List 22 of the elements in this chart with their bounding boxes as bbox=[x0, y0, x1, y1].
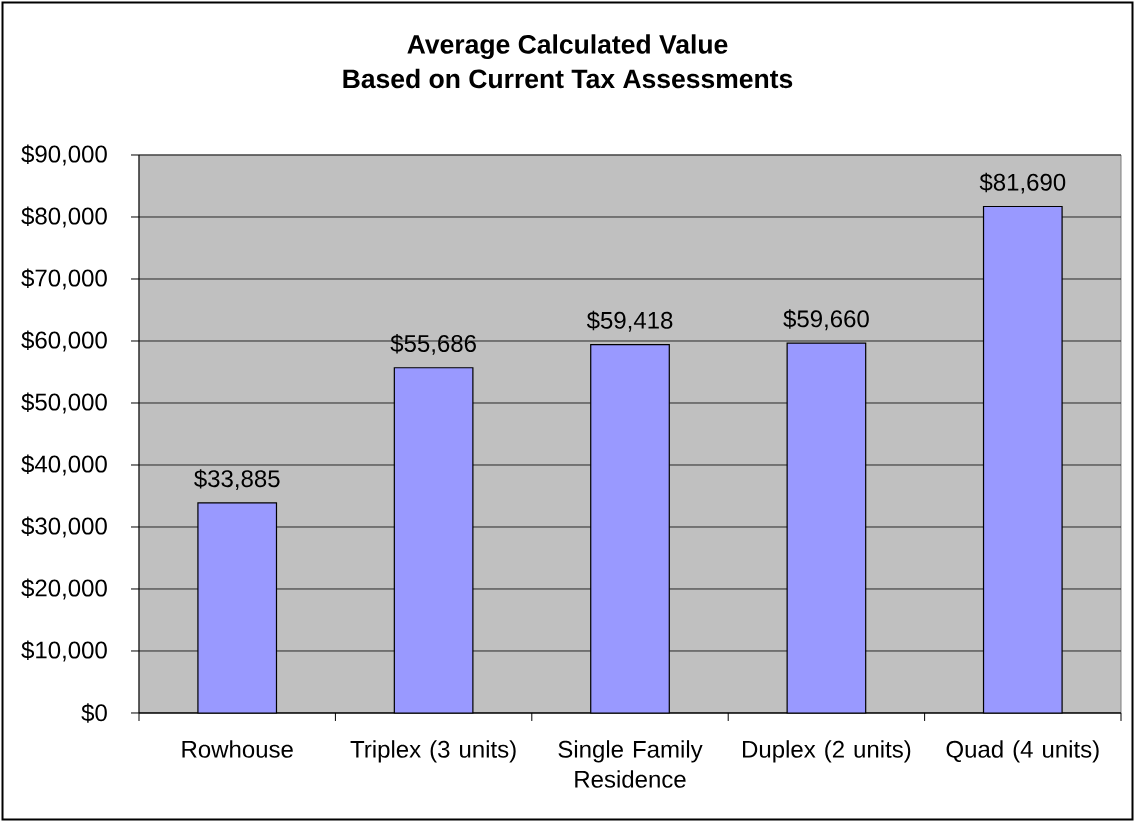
y-tick-label: $30,000 bbox=[21, 516, 107, 538]
data-label: $59,660 bbox=[783, 309, 869, 331]
y-tick-label: $0 bbox=[81, 703, 107, 723]
data-label: $55,686 bbox=[390, 333, 476, 355]
data-label: $81,690 bbox=[979, 172, 1066, 194]
y-tick-label: $40,000 bbox=[21, 454, 107, 476]
y-tick-label: $90,000 bbox=[21, 144, 107, 166]
x-tick-label: Triplex (3 units) bbox=[350, 740, 516, 763]
y-tick-label: $50,000 bbox=[21, 392, 107, 414]
x-tick-label: Duplex (2 units) bbox=[743, 740, 911, 763]
y-tick-label: $80,000 bbox=[21, 206, 107, 228]
chart-subtitle: Based on Current Tax Assessments bbox=[343, 68, 793, 89]
chart-title: Average Calculated Value bbox=[407, 34, 728, 60]
y-tick-label: $10,000 bbox=[21, 640, 107, 662]
x-tick-label: Rowhouse bbox=[182, 740, 293, 758]
x-tick-label: Quad (4 units) bbox=[946, 740, 1099, 763]
y-tick-label: $60,000 bbox=[21, 330, 107, 352]
y-tick-label: $70,000 bbox=[21, 268, 107, 290]
data-label: $59,418 bbox=[586, 310, 673, 332]
data-label: $33,885 bbox=[194, 469, 280, 490]
x-tick-label: Single Family Residence bbox=[558, 740, 703, 788]
y-tick-label: $20,000 bbox=[21, 578, 107, 600]
